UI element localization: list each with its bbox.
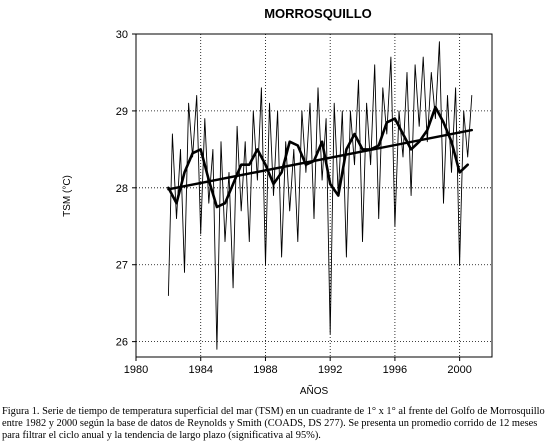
x-tick-label: 1988 bbox=[253, 364, 277, 376]
chart-title: MORROSQUILLO bbox=[264, 6, 372, 21]
series-line-trend bbox=[167, 128, 473, 191]
y-tick-label: 26 bbox=[116, 337, 128, 349]
series-line-thin bbox=[167, 41, 473, 350]
x-tick-label: 1992 bbox=[318, 364, 342, 376]
axis-ticks: 1980 1984 1988 1992 1996 2000 26 27 28 29 30 bbox=[116, 29, 472, 376]
plot-frame bbox=[135, 33, 493, 358]
series-line-thick bbox=[167, 105, 470, 209]
x-tick-label: 1996 bbox=[383, 364, 407, 376]
x-tick-label: 1980 bbox=[124, 364, 148, 376]
series bbox=[167, 41, 473, 350]
grid bbox=[136, 34, 492, 357]
y-tick-label: 27 bbox=[116, 260, 128, 272]
y-tick-label: 28 bbox=[116, 183, 128, 195]
chart: MORROSQUILLO 1980 1984 1988 1992 1996 2000 26 2… bbox=[62, 6, 493, 397]
y-tick-label: 30 bbox=[116, 29, 128, 41]
x-tick-label: 2000 bbox=[447, 364, 471, 376]
x-axis-label: AÑOS bbox=[300, 384, 329, 397]
y-axis-label: TSM (°C) bbox=[62, 175, 73, 217]
x-tick-label: 1984 bbox=[188, 364, 212, 376]
y-tick-label: 29 bbox=[116, 106, 128, 118]
figure-caption: Figura 1. Serie de tiempo de temperatura… bbox=[2, 406, 545, 441]
